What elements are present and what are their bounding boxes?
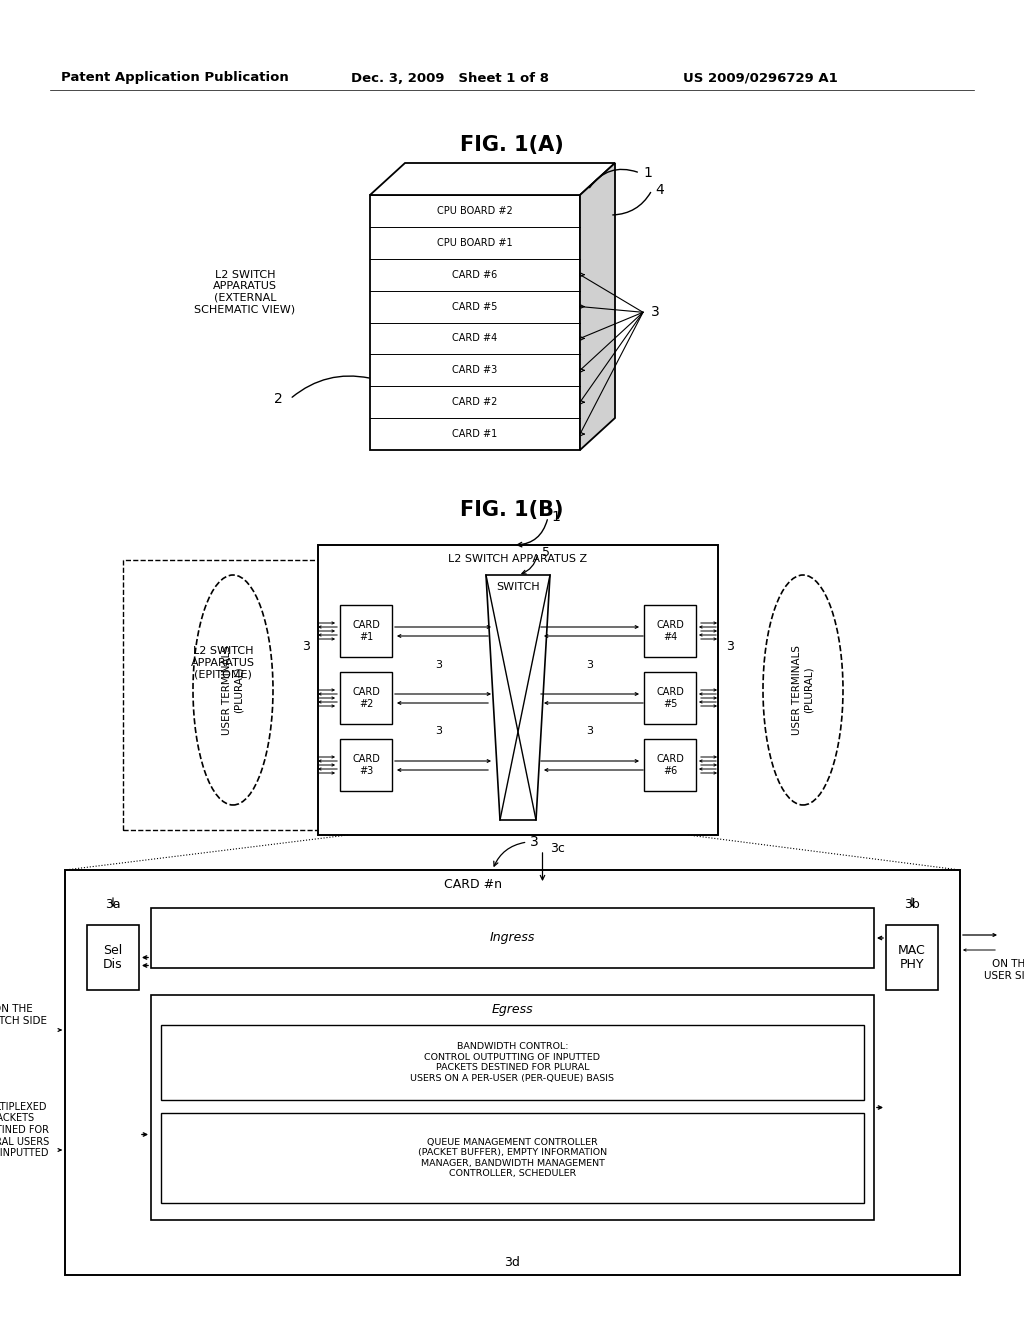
Text: CARD
#6: CARD #6 bbox=[656, 754, 684, 776]
Text: CARD
#4: CARD #4 bbox=[656, 620, 684, 642]
Bar bbox=[318, 545, 718, 836]
Text: Dec. 3, 2009   Sheet 1 of 8: Dec. 3, 2009 Sheet 1 of 8 bbox=[351, 71, 549, 84]
Text: CARD #2: CARD #2 bbox=[453, 397, 498, 407]
Text: L2 SWITCH APPARATUS Z: L2 SWITCH APPARATUS Z bbox=[449, 554, 588, 564]
Text: 3: 3 bbox=[530, 836, 539, 849]
Text: USER TERMINALS
(PLURAL): USER TERMINALS (PLURAL) bbox=[222, 645, 244, 735]
Text: CARD
#2: CARD #2 bbox=[352, 688, 380, 709]
Polygon shape bbox=[486, 576, 550, 820]
Ellipse shape bbox=[763, 576, 843, 805]
Text: CARD
#5: CARD #5 bbox=[656, 688, 684, 709]
Text: 3: 3 bbox=[435, 726, 442, 737]
Ellipse shape bbox=[193, 576, 273, 805]
Text: CARD #n: CARD #n bbox=[443, 878, 502, 891]
Bar bbox=[87, 925, 139, 990]
Bar bbox=[123, 560, 323, 830]
Text: 3c: 3c bbox=[550, 842, 565, 854]
Text: SWITCH: SWITCH bbox=[497, 582, 540, 591]
Text: 3d: 3d bbox=[505, 1257, 520, 1270]
Text: CARD #1: CARD #1 bbox=[453, 429, 498, 440]
Text: 3: 3 bbox=[726, 640, 734, 653]
Text: 2: 2 bbox=[273, 392, 283, 407]
Text: MAC
PHY: MAC PHY bbox=[898, 944, 926, 972]
Text: MULTIPLEXED
PACKETS
DESTINED FOR
PLURAL USERS
ARE INPUTTED: MULTIPLEXED PACKETS DESTINED FOR PLURAL … bbox=[0, 1102, 49, 1158]
Bar bbox=[161, 1026, 864, 1100]
Bar bbox=[644, 605, 696, 657]
Text: QUEUE MANAGEMENT CONTROLLER
(PACKET BUFFER), EMPTY INFORMATION
MANAGER, BANDWIDT: QUEUE MANAGEMENT CONTROLLER (PACKET BUFF… bbox=[418, 1138, 607, 1177]
Text: 5: 5 bbox=[542, 546, 550, 560]
Text: 3: 3 bbox=[587, 660, 594, 669]
Text: CARD #4: CARD #4 bbox=[453, 334, 498, 343]
Text: 3: 3 bbox=[650, 305, 659, 319]
Text: 3: 3 bbox=[587, 726, 594, 737]
Text: 3: 3 bbox=[302, 640, 310, 653]
Text: US 2009/0296729 A1: US 2009/0296729 A1 bbox=[683, 71, 838, 84]
Text: ON THE
USER SIDE: ON THE USER SIDE bbox=[984, 960, 1024, 981]
Text: CARD
#3: CARD #3 bbox=[352, 754, 380, 776]
Text: CARD #6: CARD #6 bbox=[453, 269, 498, 280]
Text: CARD #3: CARD #3 bbox=[453, 366, 498, 375]
Bar bbox=[644, 739, 696, 791]
Text: L2 SWITCH
APPARATUS
(EPITOME): L2 SWITCH APPARATUS (EPITOME) bbox=[191, 645, 255, 680]
Bar bbox=[340, 605, 392, 657]
Text: 1: 1 bbox=[643, 166, 652, 180]
Text: L2 SWITCH
APPARATUS
(EXTERNAL
SCHEMATIC VIEW): L2 SWITCH APPARATUS (EXTERNAL SCHEMATIC … bbox=[195, 269, 296, 314]
Text: 4: 4 bbox=[655, 183, 665, 197]
Text: Egress: Egress bbox=[492, 1002, 534, 1015]
Text: CARD
#1: CARD #1 bbox=[352, 620, 380, 642]
Text: 3a: 3a bbox=[105, 899, 121, 912]
Text: BANDWIDTH CONTROL:
CONTROL OUTPUTTING OF INPUTTED
PACKETS DESTINED FOR PLURAL
US: BANDWIDTH CONTROL: CONTROL OUTPUTTING OF… bbox=[411, 1043, 614, 1082]
Text: USER TERMINALS
(PLURAL): USER TERMINALS (PLURAL) bbox=[793, 645, 814, 735]
Bar bbox=[370, 195, 580, 450]
Text: FIG. 1(B): FIG. 1(B) bbox=[460, 500, 564, 520]
Text: 3: 3 bbox=[435, 660, 442, 669]
Bar bbox=[340, 672, 392, 723]
Polygon shape bbox=[580, 162, 615, 450]
Bar bbox=[151, 908, 874, 968]
Text: Patent Application Publication: Patent Application Publication bbox=[61, 71, 289, 84]
Text: Ingress: Ingress bbox=[489, 932, 536, 945]
Text: CPU BOARD #2: CPU BOARD #2 bbox=[437, 206, 513, 216]
Text: ON THE
SWITCH SIDE: ON THE SWITCH SIDE bbox=[0, 1005, 47, 1026]
Bar bbox=[65, 870, 961, 1275]
Bar bbox=[151, 995, 874, 1220]
Text: Sel
Dis: Sel Dis bbox=[103, 944, 123, 972]
Text: FIG. 1(A): FIG. 1(A) bbox=[460, 135, 564, 154]
Polygon shape bbox=[370, 162, 615, 195]
Text: 1: 1 bbox=[552, 510, 560, 524]
Bar bbox=[161, 1113, 864, 1203]
Bar bbox=[340, 739, 392, 791]
Text: 3b: 3b bbox=[904, 899, 920, 912]
Bar bbox=[886, 925, 938, 990]
Text: CARD #5: CARD #5 bbox=[453, 301, 498, 312]
Text: CPU BOARD #1: CPU BOARD #1 bbox=[437, 238, 513, 248]
Bar bbox=[644, 672, 696, 723]
